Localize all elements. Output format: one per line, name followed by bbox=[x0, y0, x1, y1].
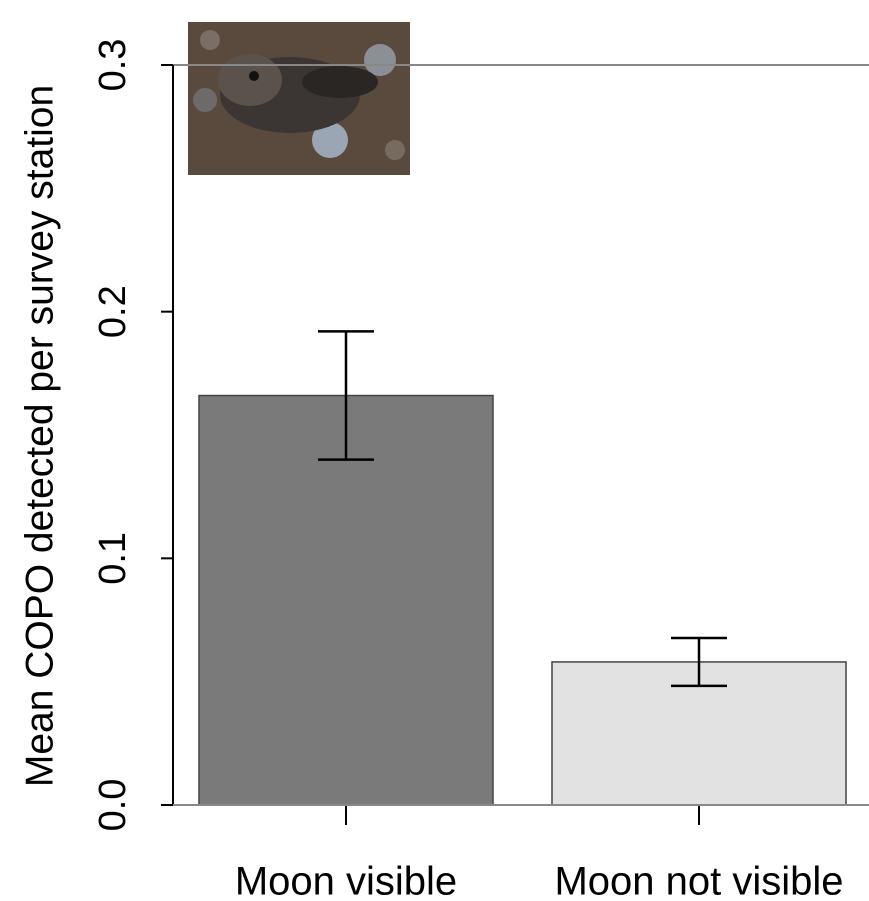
y-tick-label: 0.0 bbox=[92, 779, 134, 832]
y-axis-title: Mean COPO detected per survey station bbox=[18, 85, 61, 787]
x-tick-label: Moon not visible bbox=[554, 860, 843, 901]
error-bar bbox=[671, 636, 727, 688]
x-tick-label: Moon visible bbox=[235, 860, 457, 901]
y-tick-label: 0.3 bbox=[92, 39, 134, 92]
y-tick-label: 0.2 bbox=[92, 285, 134, 338]
error-bar bbox=[318, 330, 374, 461]
photo bbox=[188, 22, 410, 175]
bar bbox=[198, 394, 494, 806]
y-tick-label: 0.1 bbox=[92, 532, 134, 585]
